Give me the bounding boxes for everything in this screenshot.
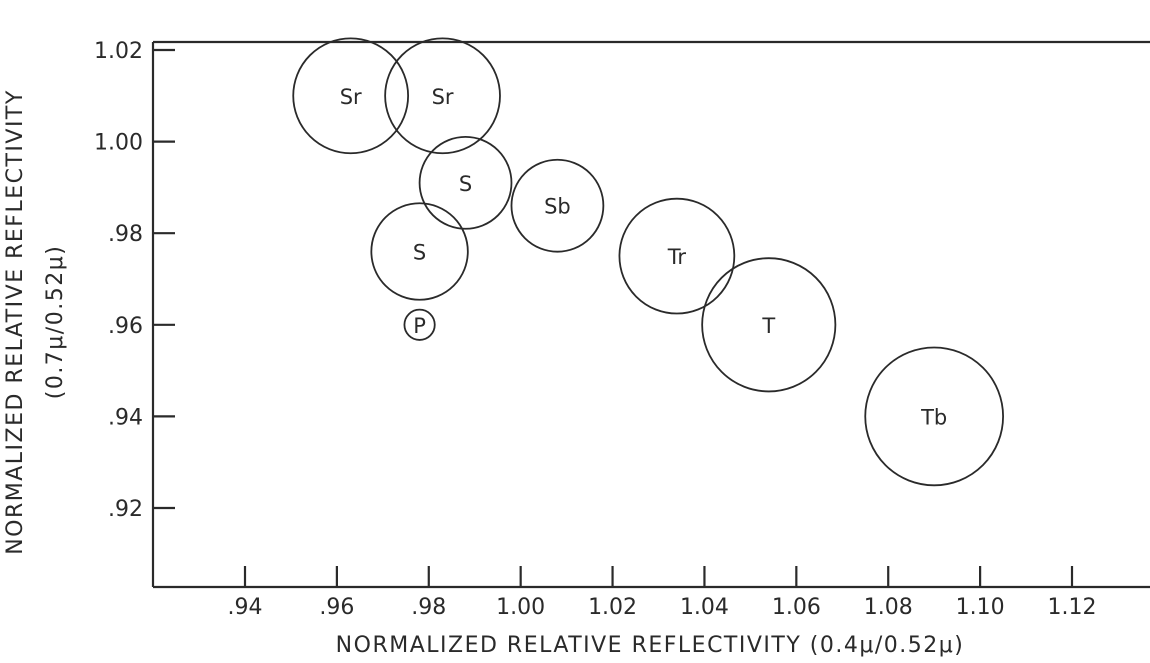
x-tick-label: .94 bbox=[228, 595, 263, 620]
data-bubble-s bbox=[370, 202, 469, 301]
y-axis-title-group: NORMALIZED RELATIVE REFLECTIVITY (0.7μ/0… bbox=[3, 89, 68, 555]
x-tick-label: 1.10 bbox=[956, 595, 1005, 620]
y-tick-label: .94 bbox=[108, 405, 143, 430]
bubble-label: Tr bbox=[667, 245, 687, 269]
y-tick-label: 1.02 bbox=[94, 39, 143, 64]
data-bubble-sr bbox=[292, 37, 410, 155]
bubble-label: S bbox=[413, 241, 426, 265]
data-bubble-sb bbox=[510, 158, 605, 253]
bubble-label: Sr bbox=[340, 85, 362, 109]
bubble-label: Sb bbox=[544, 195, 571, 219]
x-tick-label: 1.06 bbox=[772, 595, 821, 620]
data-bubble-t bbox=[701, 257, 837, 393]
y-tick-label: .98 bbox=[108, 222, 143, 247]
y-tick-label: 1.00 bbox=[94, 131, 143, 156]
data-bubble-sr bbox=[384, 37, 501, 155]
bubble-label: Sr bbox=[432, 85, 454, 109]
data-bubble-tb bbox=[864, 346, 1004, 487]
y-axis-subtitle: (0.7μ/0.52μ) bbox=[43, 245, 68, 400]
x-tick-label: 1.00 bbox=[496, 595, 545, 620]
data-bubble-s bbox=[418, 135, 513, 230]
data-bubble-p bbox=[403, 308, 436, 341]
x-axis-ticks: .94 .96 .98 1.00 1.02 1.04 1.06 1.08 1.10 1.12 bbox=[228, 566, 1097, 620]
y-tick-label: .96 bbox=[108, 314, 143, 339]
x-tick-label: 1.02 bbox=[588, 595, 637, 620]
x-tick-label: 1.08 bbox=[864, 595, 913, 620]
data-bubble-tr bbox=[618, 197, 736, 315]
x-tick-label: 1.12 bbox=[1048, 595, 1097, 620]
bubble-label: S bbox=[459, 172, 472, 196]
bubble-label: Tb bbox=[920, 405, 947, 429]
bubble-label: T bbox=[761, 314, 775, 338]
x-tick-label: .98 bbox=[411, 595, 446, 620]
bubble-label: P bbox=[413, 314, 426, 338]
y-axis-ticks: .92 .94 .96 .98 1.00 1.02 bbox=[94, 39, 175, 522]
x-axis-title: NORMALIZED RELATIVE REFLECTIVITY (0.4μ/0… bbox=[336, 633, 965, 658]
x-tick-label: .96 bbox=[319, 595, 354, 620]
y-tick-label: .92 bbox=[108, 497, 143, 522]
y-axis-title: NORMALIZED RELATIVE REFLECTIVITY bbox=[3, 89, 28, 555]
x-tick-label: 1.04 bbox=[680, 595, 729, 620]
plot-frame bbox=[151, 40, 1150, 589]
data-bubbles: Sr Sr S Sb S P Tr T Tb bbox=[292, 37, 1004, 487]
